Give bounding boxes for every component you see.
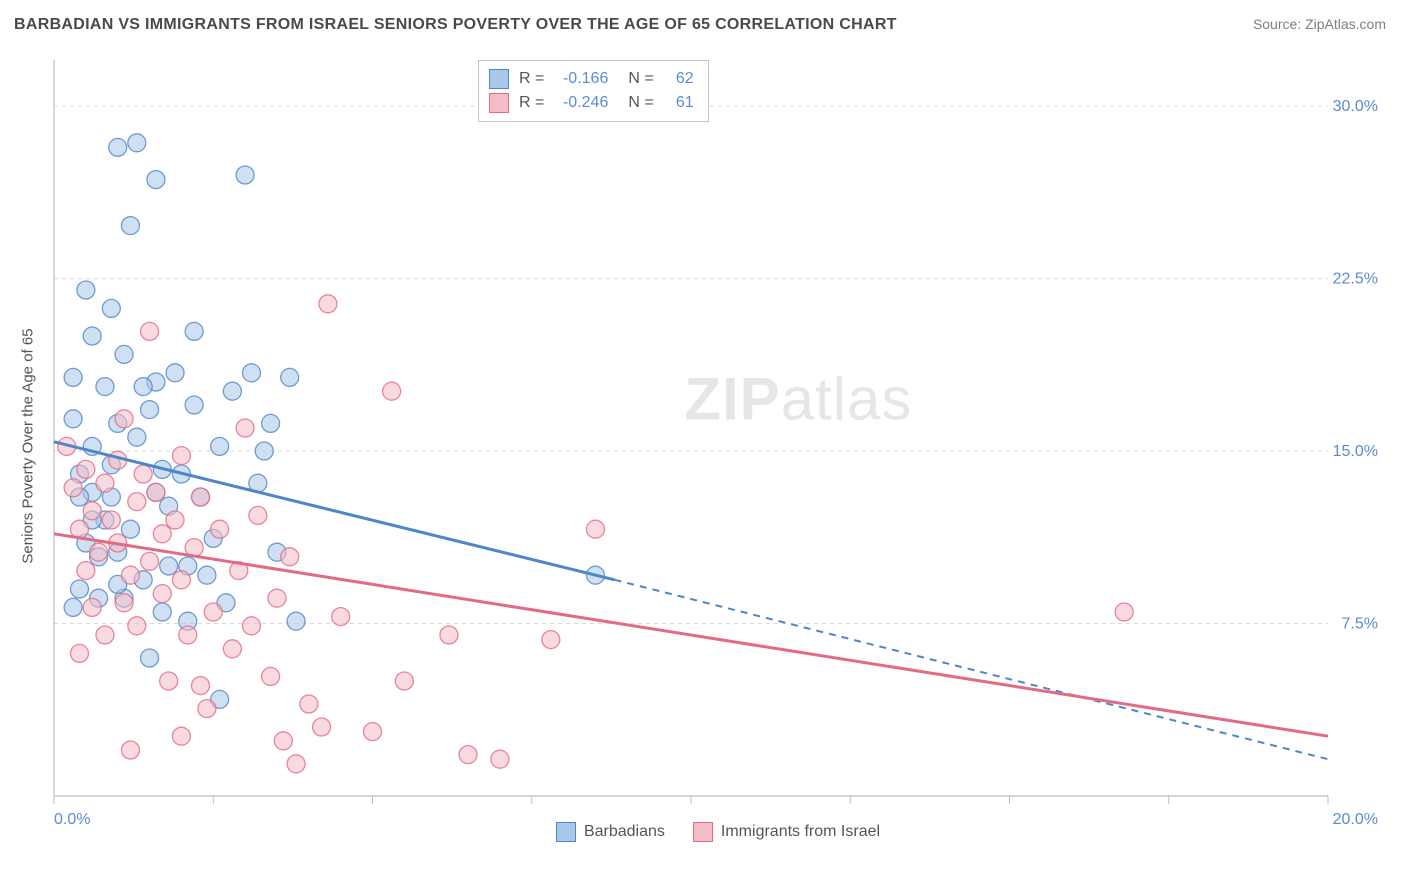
svg-text:22.5%: 22.5% (1333, 271, 1378, 288)
scatter-plot: 7.5%15.0%22.5%30.0%0.0%20.0% (48, 56, 1388, 836)
legend-label: Barbadians (584, 823, 665, 841)
legend-swatch (693, 822, 713, 842)
stats-row: R = -0.246 N = 61 (489, 91, 694, 115)
legend-label: Immigrants from Israel (721, 823, 880, 841)
svg-text:30.0%: 30.0% (1333, 98, 1378, 115)
legend-swatch (556, 822, 576, 842)
legend-item: Barbadians (556, 822, 665, 842)
svg-text:15.0%: 15.0% (1333, 443, 1378, 460)
svg-text:7.5%: 7.5% (1342, 616, 1378, 633)
n-label: N = (628, 91, 653, 115)
legend-item: Immigrants from Israel (693, 822, 880, 842)
n-label: N = (628, 67, 653, 91)
stats-row: R = -0.166 N = 62 (489, 67, 694, 91)
chart-area: Seniors Poverty Over the Age of 65 7.5%1… (48, 56, 1388, 836)
series-swatch (489, 69, 509, 89)
series-swatch (489, 93, 509, 113)
source-attribution: Source: ZipAtlas.com (1253, 16, 1386, 32)
r-value: -0.166 (554, 67, 608, 91)
y-axis-label: Seniors Poverty Over the Age of 65 (20, 328, 37, 563)
legend: Barbadians Immigrants from Israel (48, 822, 1388, 842)
correlation-stats-box: R = -0.166 N = 62 R = -0.246 N = 61 (478, 60, 709, 122)
r-value: -0.246 (554, 91, 608, 115)
n-value: 61 (664, 91, 694, 115)
chart-title: BARBADIAN VS IMMIGRANTS FROM ISRAEL SENI… (14, 16, 897, 34)
chart-header: BARBADIAN VS IMMIGRANTS FROM ISRAEL SENI… (0, 0, 1406, 42)
r-label: R = (519, 91, 544, 115)
n-value: 62 (664, 67, 694, 91)
r-label: R = (519, 67, 544, 91)
